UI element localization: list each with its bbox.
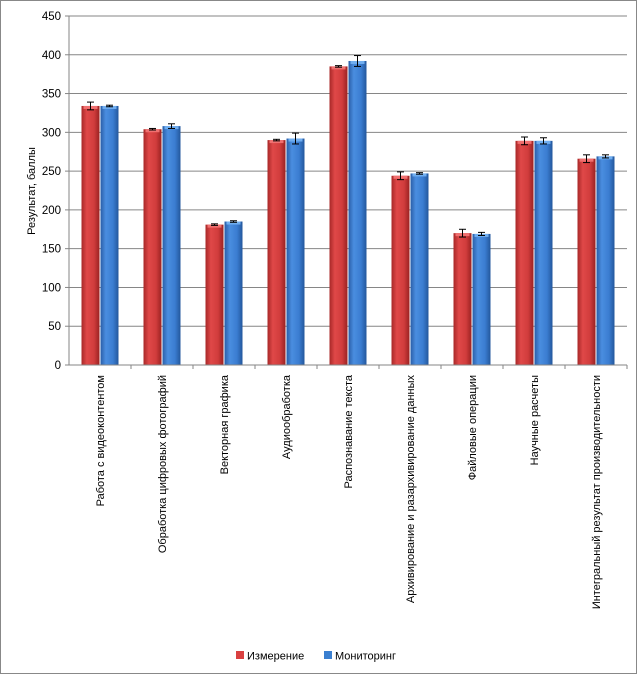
y-tick-label: 100: [42, 282, 61, 294]
bar-monitoring: [286, 138, 305, 365]
x-tick-label: Работа с видеоконтентом: [95, 375, 107, 506]
bar-monitoring: [472, 233, 491, 365]
bar-measurement: [391, 175, 410, 365]
bar-monitoring: [410, 173, 429, 365]
y-tick-label: 400: [42, 50, 61, 62]
bar-measurement: [205, 224, 224, 365]
x-tick-label: Распознавание текста: [343, 374, 355, 488]
bar-top-highlight: [102, 105, 117, 109]
y-tick-label: 150: [42, 244, 61, 256]
y-tick-label: 350: [42, 89, 61, 101]
legend-label: Мониторинг: [335, 651, 396, 663]
y-tick-label: 250: [42, 166, 61, 178]
y-tick-label: 200: [42, 205, 61, 217]
x-tick-label: Векторная графика: [219, 374, 231, 474]
bar-measurement: [143, 129, 162, 365]
x-tick-label: Интегральный результат производительност…: [591, 375, 603, 609]
bar-measurement: [267, 140, 286, 365]
bar-top-highlight: [207, 224, 222, 228]
y-axis-label: Результат, баллы: [26, 147, 38, 235]
bar-monitoring: [348, 60, 367, 365]
bar-monitoring: [596, 156, 615, 365]
bar-top-highlight: [331, 66, 346, 70]
y-tick-label: 0: [55, 360, 61, 372]
bar-monitoring: [534, 140, 553, 365]
y-tick-label: 50: [48, 321, 61, 333]
x-tick-label: Обработка цифровых фотографий: [157, 375, 169, 553]
y-tick-label: 450: [42, 11, 61, 23]
bar-measurement: [329, 66, 348, 366]
legend-swatch: [324, 651, 332, 659]
bar-measurement: [81, 105, 100, 365]
bar-measurement: [577, 158, 596, 365]
x-tick-label: Аудиообработка: [281, 374, 293, 459]
bar-top-highlight: [269, 140, 284, 144]
x-tick-label: Файловые операции: [467, 375, 479, 480]
legend-label: Измерение: [247, 651, 304, 663]
bar-measurement: [515, 140, 534, 365]
bar-top-highlight: [145, 129, 160, 133]
x-tick-label: Архивирование и разархивирование данных: [405, 375, 417, 604]
x-tick-label: Научные расчеты: [529, 375, 541, 465]
bar-top-highlight: [226, 221, 241, 225]
y-tick-label: 300: [42, 127, 61, 139]
bar-measurement: [453, 233, 472, 365]
bar-monitoring: [162, 126, 181, 365]
legend-swatch: [236, 651, 244, 659]
bar-monitoring: [224, 221, 243, 365]
bar-top-highlight: [412, 173, 427, 177]
bar-monitoring: [100, 105, 119, 365]
